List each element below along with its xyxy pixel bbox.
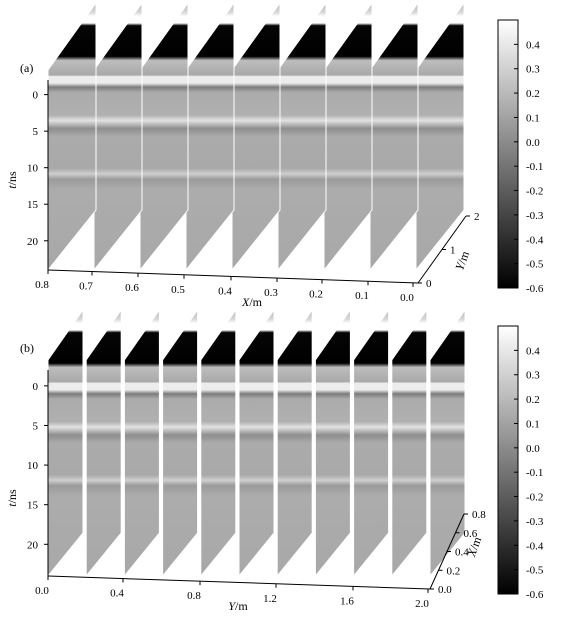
colorbar-tick-label: -0.1 xyxy=(526,467,543,479)
x-tick-label: 0.8 xyxy=(187,590,201,602)
base-axis-line xyxy=(47,269,419,284)
panel-b: 0 5 10 15 20 t/ns 0.0 0.4 0.8 1.2 1.6 2.0 Y/m 0.0 0.2 0… xyxy=(5,308,544,613)
depth-tick-label: 2 xyxy=(474,211,480,223)
depth-tick-label: 0.2 xyxy=(447,565,461,577)
depth-tick-label: 0 xyxy=(426,278,432,290)
depth-axis-label: Y/m xyxy=(452,249,472,273)
colorbar-tick-label: -0.6 xyxy=(526,589,544,601)
x-axis-unit: /m xyxy=(249,295,262,309)
slice-5 xyxy=(200,308,237,578)
x-tick-label: 0.6 xyxy=(125,282,139,294)
x-tick-label: 0.1 xyxy=(355,290,369,302)
x-axis-var: Y xyxy=(228,599,236,613)
colorbar-tick-label: -0.4 xyxy=(526,540,544,552)
x-tick-label: 0.3 xyxy=(264,287,278,299)
slice-8 xyxy=(314,308,351,578)
depth-tick-label: 0.4 xyxy=(455,547,469,559)
slice-1 xyxy=(47,1,97,272)
t-tick-label: 20 xyxy=(27,236,39,248)
t-axis-var: t xyxy=(5,503,19,507)
panel-label: (a) xyxy=(20,61,33,75)
depth-tick-label: 1 xyxy=(450,245,456,257)
t-tick-label: 0 xyxy=(33,381,39,393)
t-tick-label: 10 xyxy=(27,163,39,175)
slice-7 xyxy=(323,1,373,272)
colorbar-tick-label: 0.2 xyxy=(526,88,540,100)
slice-9 xyxy=(353,308,390,578)
t-axis-label: t/ns xyxy=(5,171,19,189)
slice-4 xyxy=(162,308,199,578)
slice-11 xyxy=(429,308,466,578)
depth-tick-label: 0.0 xyxy=(438,584,452,596)
colorbar-tick-label: -0.2 xyxy=(526,492,543,504)
slice-9 xyxy=(415,1,465,272)
colorbar-tick-label: -0.3 xyxy=(526,210,544,222)
x-tick-label: 0.2 xyxy=(309,289,323,301)
t-tick-label: 5 xyxy=(33,420,39,432)
depth-axis-unit: /m xyxy=(467,534,485,551)
t-axis-label: t/ns xyxy=(5,489,19,507)
t-tick-label: 0 xyxy=(33,90,39,102)
colorbar xyxy=(497,325,519,595)
x-tick-label: 0.7 xyxy=(79,281,93,293)
base-axis-line xyxy=(47,575,431,590)
x-axis-label: Y/m xyxy=(228,599,248,613)
colorbar-tick-label: 0.4 xyxy=(526,345,540,357)
colorbar xyxy=(497,19,519,289)
depth-tick-label: 0.8 xyxy=(472,509,486,521)
t-tick-label: 5 xyxy=(33,126,39,138)
t-tick-label: 15 xyxy=(27,199,39,211)
colorbar-tick-label: -0.1 xyxy=(526,161,543,173)
slice-2 xyxy=(93,1,143,272)
slice-7 xyxy=(276,308,313,578)
x-tick-label: 0.4 xyxy=(218,285,232,297)
colorbar-tick-label: -0.5 xyxy=(526,259,544,271)
x-tick-label: 0.5 xyxy=(171,284,185,296)
colorbar-tick-label: 0.2 xyxy=(526,394,540,406)
x-tick-label: 0.0 xyxy=(400,292,414,304)
t-axis-var: t xyxy=(5,185,19,189)
colorbar-tick-label: 0.0 xyxy=(526,443,540,455)
x-axis-var: X xyxy=(241,295,250,309)
colorbar-tick-label: 0.0 xyxy=(526,137,540,149)
slice-4 xyxy=(185,1,235,272)
t-tick-label: 15 xyxy=(27,500,39,512)
colorbar-tick-label: 0.3 xyxy=(526,64,540,76)
slice-3 xyxy=(123,308,160,578)
slice-1 xyxy=(47,308,84,578)
colorbar-tick-label: 0.1 xyxy=(526,418,540,430)
x-tick-label: 1.6 xyxy=(340,595,354,607)
colorbar-tick-label: 0.3 xyxy=(526,370,540,382)
depth-axis-unit: /m xyxy=(455,249,473,266)
x-tick-label: 1.2 xyxy=(263,593,277,605)
colorbar-tick-label: 0.4 xyxy=(526,39,540,51)
t-axis-unit: /ns xyxy=(5,489,19,503)
colorbar-tick-label: -0.4 xyxy=(526,234,544,246)
x-axis-unit: /m xyxy=(235,599,248,613)
x-axis-label: X/m xyxy=(241,295,263,309)
t-tick-label: 10 xyxy=(27,460,39,472)
colorbar-tick-label: 0.1 xyxy=(526,112,540,124)
colorbar-tick-label: -0.5 xyxy=(526,565,544,577)
slice-8 xyxy=(369,1,419,272)
depth-tick-label: 0.6 xyxy=(464,528,478,540)
x-tick-label: 0.4 xyxy=(110,588,124,600)
slice-10 xyxy=(391,308,428,578)
slice-3 xyxy=(139,1,189,272)
x-tick-label: 0.0 xyxy=(35,585,49,597)
x-tick-label: 0.8 xyxy=(35,279,49,291)
slice-6 xyxy=(238,308,275,578)
colorbar-tick-label: -0.6 xyxy=(526,283,544,295)
slice-5 xyxy=(231,1,281,272)
slice-6 xyxy=(277,1,327,272)
panel-label: (b) xyxy=(20,341,34,355)
x-tick-label: 2.0 xyxy=(415,598,429,610)
slice-2 xyxy=(85,308,122,578)
colorbar-tick-label: -0.3 xyxy=(526,516,544,528)
colorbar-tick-label: -0.2 xyxy=(526,186,543,198)
t-tick-label: 20 xyxy=(27,539,39,551)
t-axis-unit: /ns xyxy=(5,171,19,185)
